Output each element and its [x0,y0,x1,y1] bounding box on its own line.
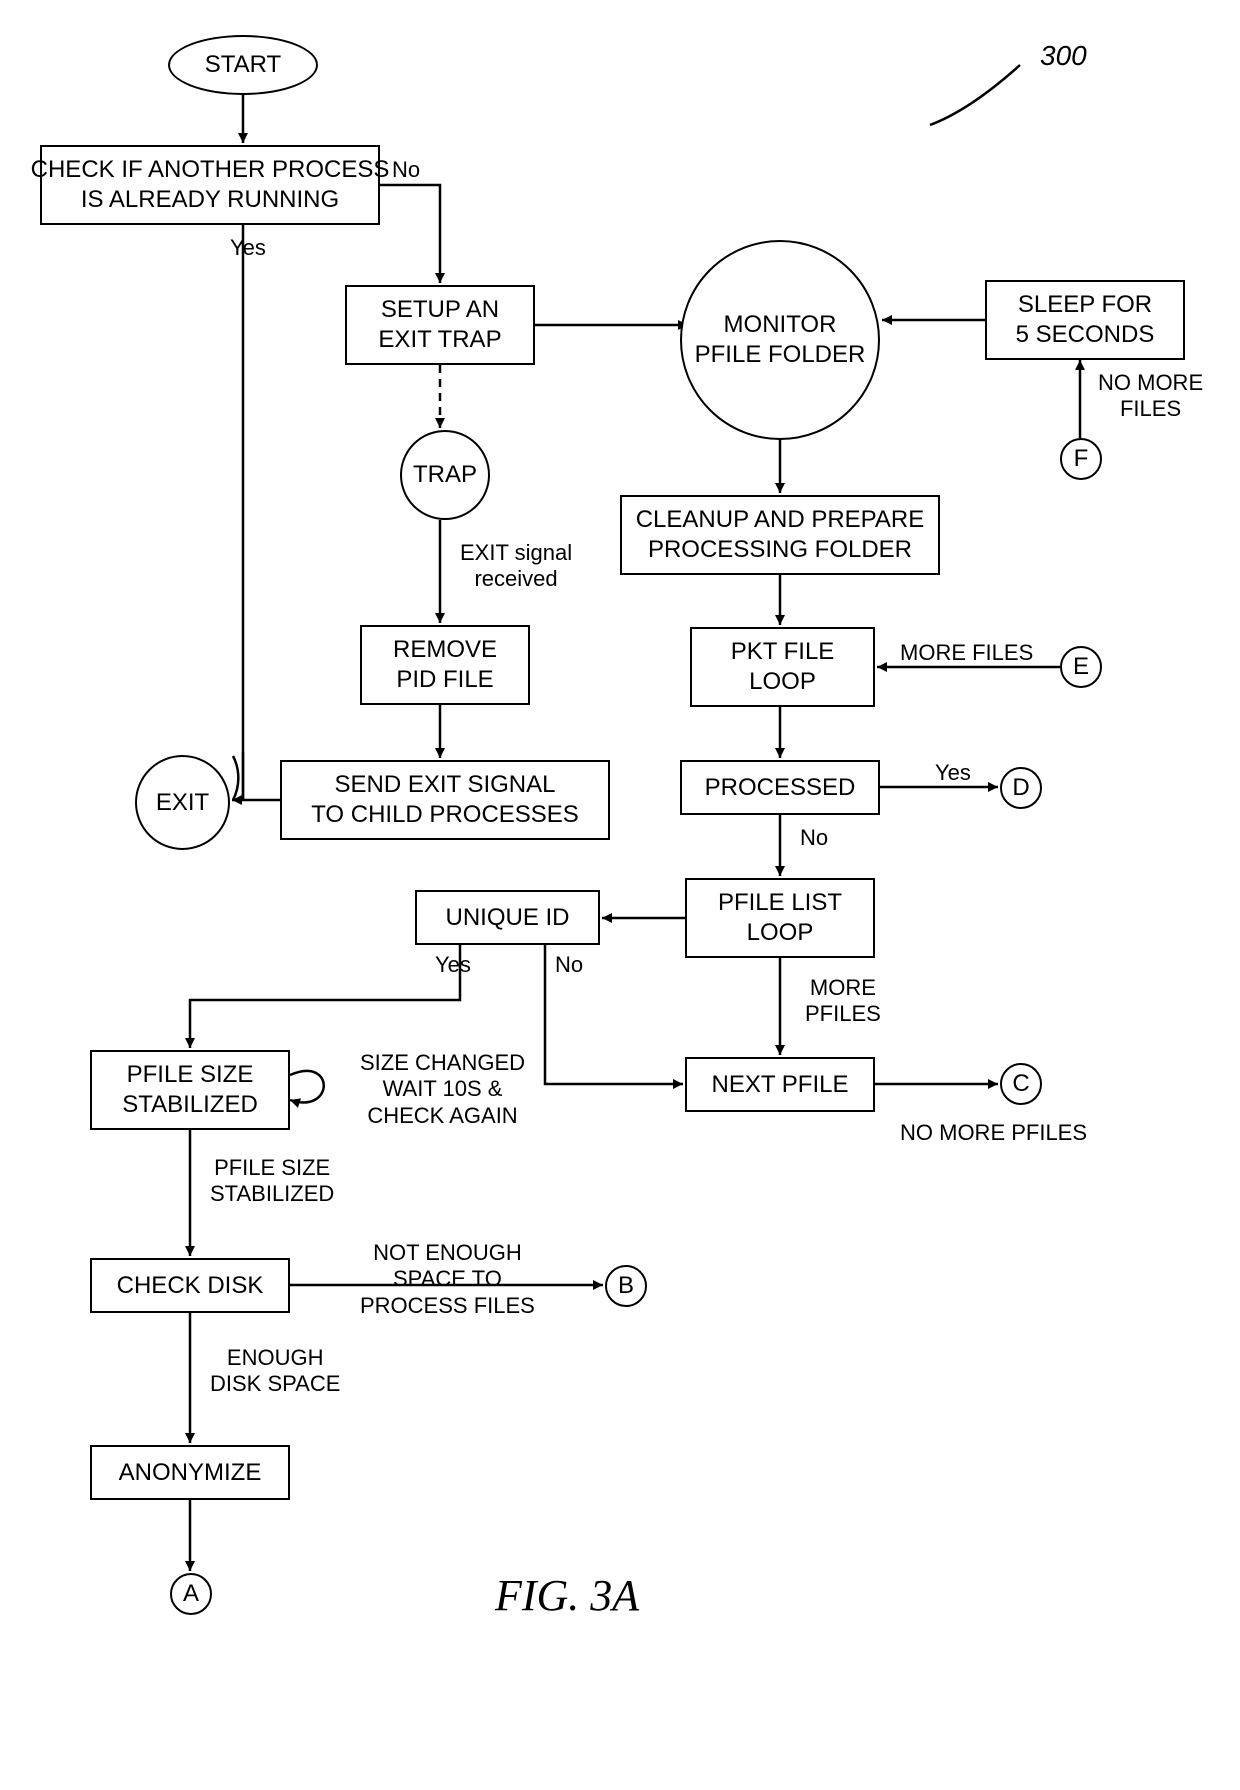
exit-text: EXIT [156,788,209,818]
label-yes-uid: Yes [435,952,471,978]
check-process-text: CHECK IF ANOTHER PROCESS IS ALREADY RUNN… [31,155,390,215]
monitor-text: MONITOR PFILE FOLDER [695,310,866,370]
pfile-size-node: PFILE SIZE STABILIZED [90,1050,290,1130]
sleep-node: SLEEP FOR 5 SECONDS [985,280,1185,360]
ref-number: 300 [1040,40,1087,72]
anonymize-node: ANONYMIZE [90,1445,290,1500]
unique-id-text: UNIQUE ID [445,903,569,933]
trap-node: TRAP [400,430,490,520]
connector-a: A [170,1573,212,1615]
cleanup-node: CLEANUP AND PREPARE PROCESSING FOLDER [620,495,940,575]
next-pfile-text: NEXT PFILE [712,1070,849,1100]
next-pfile-node: NEXT PFILE [685,1057,875,1112]
check-disk-node: CHECK DISK [90,1258,290,1313]
connector-b-text: B [618,1271,634,1301]
label-no-more-files: NO MORE FILES [1098,370,1203,423]
send-exit-node: SEND EXIT SIGNAL TO CHILD PROCESSES [280,760,610,840]
send-exit-text: SEND EXIT SIGNAL TO CHILD PROCESSES [311,770,579,830]
label-exit-signal: EXIT signal received [460,540,572,593]
unique-id-node: UNIQUE ID [415,890,600,945]
label-pfile-stabilized: PFILE SIZE STABILIZED [210,1155,334,1208]
pkt-loop-text: PKT FILE LOOP [731,637,835,697]
sleep-text: SLEEP FOR 5 SECONDS [1016,290,1155,350]
connector-c: C [1000,1063,1042,1105]
remove-pid-text: REMOVE PID FILE [393,635,497,695]
label-enough-space: ENOUGH DISK SPACE [210,1345,340,1398]
connector-f-text: F [1074,444,1089,474]
edges-layer [0,0,1240,1790]
trap-text: TRAP [413,460,477,490]
label-no-processed: No [800,825,828,851]
processed-node: PROCESSED [680,760,880,815]
pkt-loop-node: PKT FILE LOOP [690,627,875,707]
connector-a-text: A [183,1579,199,1609]
label-yes1: Yes [230,235,266,261]
connector-c-text: C [1012,1069,1029,1099]
exit-node: EXIT [135,755,230,850]
cleanup-text: CLEANUP AND PREPARE PROCESSING FOLDER [636,505,925,565]
pfile-list-text: PFILE LIST LOOP [718,888,842,948]
setup-trap-text: SETUP AN EXIT TRAP [378,295,501,355]
anonymize-text: ANONYMIZE [119,1458,262,1488]
figure-label: FIG. 3A [495,1570,639,1621]
connector-f: F [1060,438,1102,480]
setup-trap-node: SETUP AN EXIT TRAP [345,285,535,365]
connector-b: B [605,1265,647,1307]
label-more-files: MORE FILES [900,640,1033,666]
label-yes-processed: Yes [935,760,971,786]
label-no1: No [392,157,420,183]
connector-e-text: E [1073,652,1089,682]
label-no-more-pfiles: NO MORE PFILES [900,1120,1087,1146]
label-not-enough-space: NOT ENOUGH SPACE TO PROCESS FILES [360,1240,535,1319]
monitor-node: MONITOR PFILE FOLDER [680,240,880,440]
connector-d: D [1000,767,1042,809]
connector-d-text: D [1012,773,1029,803]
remove-pid-node: REMOVE PID FILE [360,625,530,705]
pfile-size-text: PFILE SIZE STABILIZED [122,1060,258,1120]
start-text: START [205,50,281,80]
start-node: START [168,35,318,95]
label-no-uid: No [555,952,583,978]
label-more-pfiles: MORE PFILES [805,975,881,1028]
label-size-changed: SIZE CHANGED WAIT 10S & CHECK AGAIN [360,1050,525,1129]
check-process-node: CHECK IF ANOTHER PROCESS IS ALREADY RUNN… [40,145,380,225]
connector-e: E [1060,646,1102,688]
pfile-list-node: PFILE LIST LOOP [685,878,875,958]
check-disk-text: CHECK DISK [117,1271,264,1301]
processed-text: PROCESSED [705,773,856,803]
